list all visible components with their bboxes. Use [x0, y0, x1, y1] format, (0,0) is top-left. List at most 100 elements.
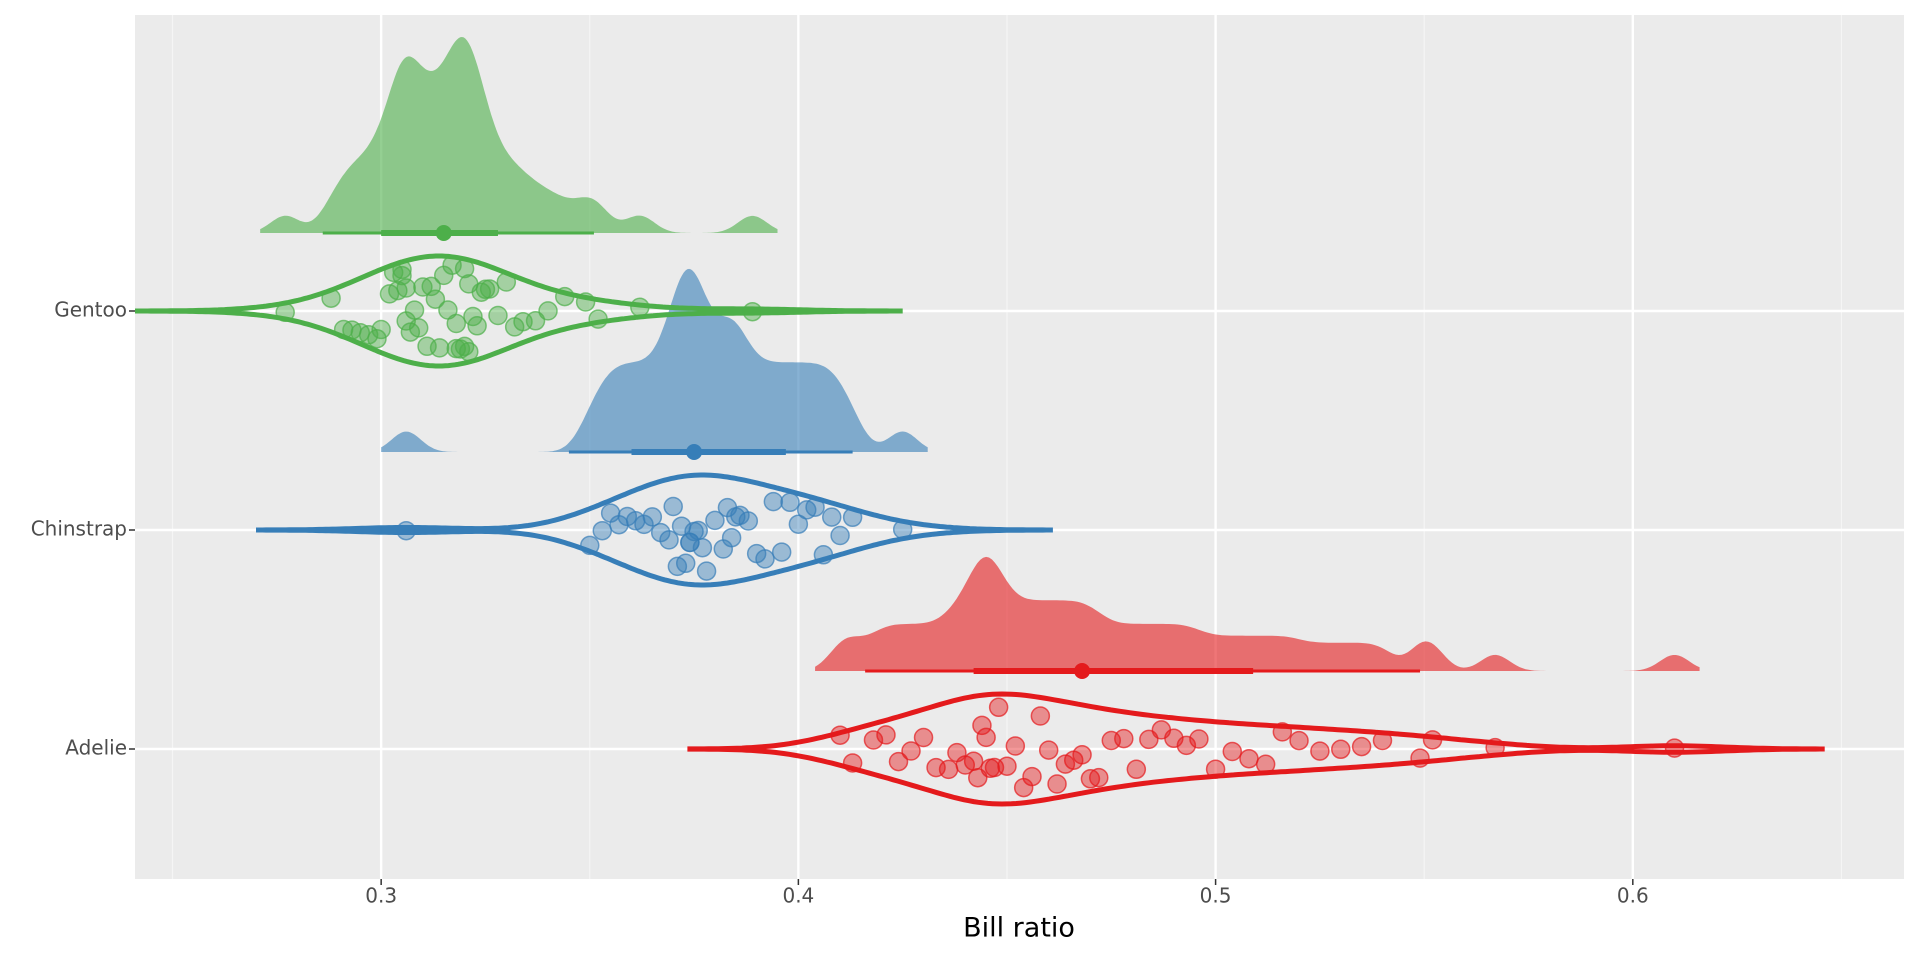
point — [755, 549, 775, 569]
point — [1331, 739, 1351, 760]
y-tick-label: Gentoo — [54, 298, 127, 322]
point — [396, 520, 416, 541]
point — [392, 265, 412, 286]
point — [1022, 766, 1042, 787]
point — [1038, 740, 1059, 760]
point — [1189, 729, 1209, 749]
point — [446, 313, 467, 334]
point — [742, 301, 763, 322]
point — [1126, 759, 1147, 780]
density — [815, 556, 1700, 671]
point — [659, 530, 679, 550]
point — [842, 507, 863, 528]
point — [976, 727, 996, 748]
point — [1310, 741, 1330, 761]
point — [830, 725, 850, 745]
point — [663, 496, 683, 517]
point — [1047, 774, 1067, 794]
point — [892, 519, 913, 540]
median — [435, 225, 452, 241]
point — [275, 302, 295, 323]
point — [997, 756, 1017, 776]
point — [321, 288, 341, 308]
point — [1272, 722, 1293, 742]
point — [1222, 741, 1243, 762]
point — [780, 492, 800, 513]
x-tick-label: 0.4 — [782, 884, 814, 908]
x-axis-title: Bill ratio — [963, 913, 1075, 944]
point — [901, 741, 921, 761]
point — [863, 730, 884, 750]
point — [580, 535, 600, 556]
point — [1422, 730, 1443, 750]
point — [1089, 767, 1109, 788]
point — [763, 491, 784, 512]
point — [688, 520, 708, 541]
point — [830, 525, 850, 546]
x-tick-label: 0.6 — [1617, 884, 1649, 908]
point — [1072, 745, 1092, 765]
violin — [135, 253, 903, 369]
point — [1005, 736, 1026, 756]
point — [538, 301, 558, 321]
point — [467, 316, 487, 336]
density — [381, 268, 928, 452]
point — [404, 300, 425, 320]
point — [822, 507, 842, 527]
point — [696, 561, 717, 581]
point — [396, 278, 416, 298]
point — [554, 286, 575, 307]
point — [463, 306, 483, 327]
point — [1664, 738, 1685, 758]
point — [488, 305, 508, 326]
y-tick-label: Adelie — [65, 736, 127, 760]
point — [1289, 730, 1309, 751]
point — [459, 341, 479, 362]
point — [888, 751, 909, 772]
point — [575, 292, 596, 312]
point — [442, 255, 462, 275]
median — [686, 444, 703, 460]
point — [721, 527, 742, 548]
point — [788, 514, 809, 534]
point — [738, 511, 759, 531]
point — [1485, 737, 1505, 758]
point — [454, 258, 475, 279]
violin — [687, 691, 1825, 807]
density — [260, 37, 778, 233]
point — [1205, 759, 1226, 779]
point — [805, 497, 825, 517]
point — [972, 715, 992, 736]
point — [588, 309, 608, 329]
point — [642, 507, 663, 527]
point — [496, 272, 517, 292]
point — [371, 319, 391, 340]
point — [1372, 730, 1393, 751]
point — [367, 328, 387, 349]
violin — [256, 472, 1053, 588]
point — [630, 297, 650, 318]
x-tick-label: 0.5 — [1200, 884, 1232, 908]
point — [938, 759, 959, 780]
point — [771, 542, 792, 562]
point — [392, 259, 412, 280]
point — [842, 753, 863, 773]
x-tick-label: 0.3 — [365, 884, 397, 908]
point — [675, 553, 696, 574]
point — [876, 725, 896, 745]
point — [429, 338, 450, 358]
point — [705, 510, 725, 531]
point — [479, 279, 500, 299]
median — [1074, 663, 1091, 679]
point — [988, 697, 1009, 718]
point — [1351, 736, 1372, 757]
point — [1410, 748, 1430, 768]
y-tick-label: Chinstrap — [31, 517, 127, 541]
point — [1176, 735, 1197, 756]
point — [813, 545, 834, 565]
point — [408, 318, 429, 338]
point — [913, 727, 934, 748]
point — [1030, 706, 1051, 726]
